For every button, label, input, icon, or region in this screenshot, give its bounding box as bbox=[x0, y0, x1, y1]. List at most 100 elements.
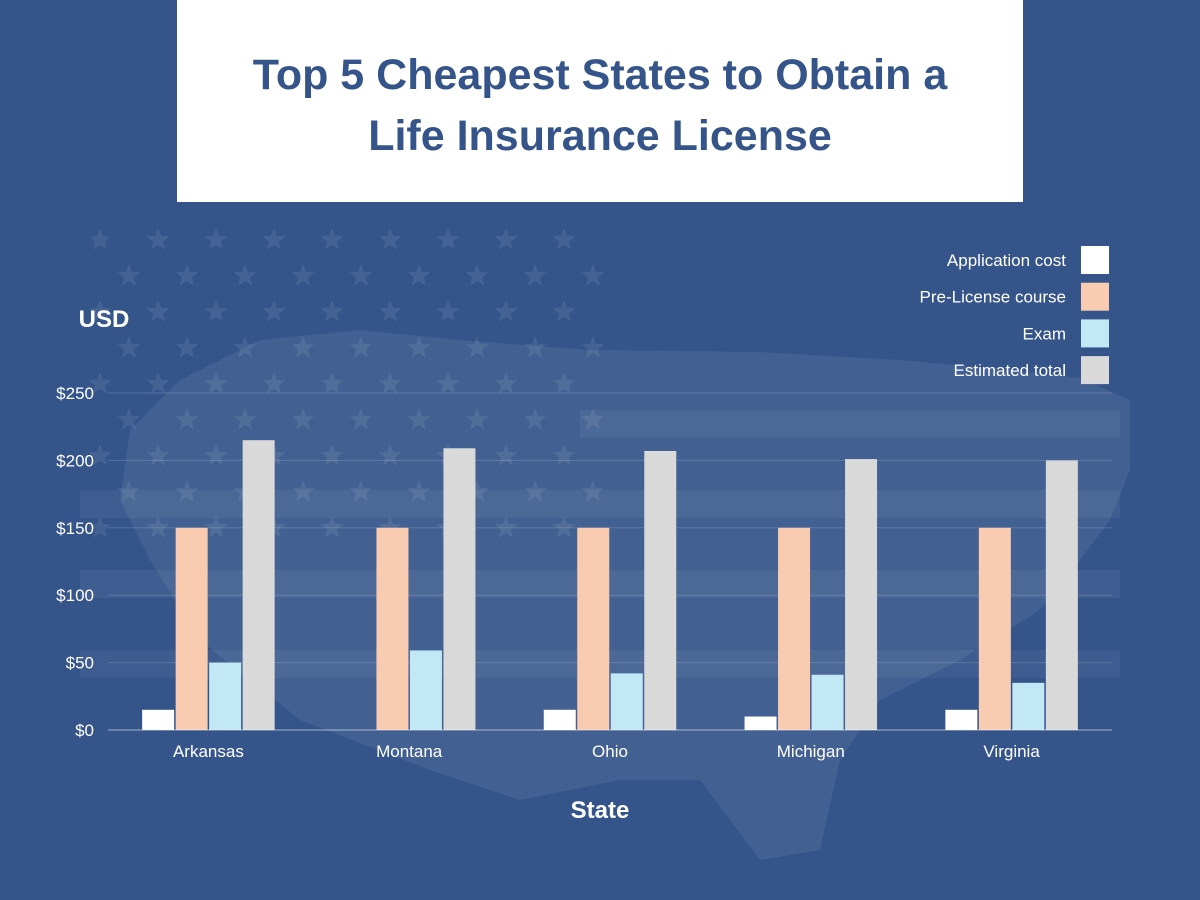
legend-swatch bbox=[1081, 246, 1109, 274]
flag-star-icon bbox=[262, 228, 286, 250]
x-tick-label: Ohio bbox=[592, 742, 628, 761]
bar bbox=[978, 527, 1011, 730]
flag-star-icon bbox=[320, 516, 344, 538]
flag-star-icon bbox=[494, 516, 518, 538]
legend-label: Pre-License course bbox=[920, 288, 1066, 307]
legend-swatch bbox=[1081, 282, 1109, 311]
y-tick-label: $50 bbox=[66, 654, 94, 673]
flag-star-icon bbox=[291, 408, 315, 430]
flag-star-icon bbox=[117, 336, 141, 358]
flag-star-icon bbox=[146, 516, 170, 538]
bar bbox=[778, 527, 811, 730]
flag-star-icon bbox=[204, 300, 228, 322]
flag-star-icon bbox=[581, 336, 605, 358]
legend-item: Exam bbox=[1023, 319, 1109, 348]
flag-star-icon bbox=[320, 300, 344, 322]
bar bbox=[142, 709, 175, 730]
flag-star-icon bbox=[494, 372, 518, 394]
bar bbox=[409, 650, 442, 730]
flag-star-icon bbox=[407, 408, 431, 430]
bar bbox=[543, 709, 576, 730]
flag-star-icon bbox=[378, 516, 402, 538]
flag-star-icon bbox=[494, 444, 518, 466]
flag-star-icon bbox=[291, 264, 315, 286]
bar bbox=[744, 716, 777, 730]
flag-star-icon bbox=[175, 480, 199, 502]
flag-star-icon bbox=[117, 264, 141, 286]
x-tick-label: Virginia bbox=[983, 742, 1040, 761]
flag-star-icon bbox=[320, 372, 344, 394]
gridlines bbox=[108, 392, 1112, 664]
flag-star-icon bbox=[349, 336, 373, 358]
flag-star-icon bbox=[88, 372, 112, 394]
flag-star-icon bbox=[88, 516, 112, 538]
flag-star-icon bbox=[407, 336, 431, 358]
flag-star-icon bbox=[146, 372, 170, 394]
flag-star-icon bbox=[88, 300, 112, 322]
y-tick-label: $0 bbox=[75, 721, 94, 740]
flag-star-icon bbox=[378, 444, 402, 466]
legend: Application cost Pre-License course Exam Es… bbox=[920, 246, 1109, 385]
flag-star-icon bbox=[320, 444, 344, 466]
flag-star-icon bbox=[465, 480, 489, 502]
flag-star-icon bbox=[523, 336, 547, 358]
bar bbox=[610, 673, 643, 730]
bar bbox=[644, 450, 677, 730]
flag-star-icon bbox=[262, 372, 286, 394]
flag-star-icon bbox=[349, 480, 373, 502]
bar bbox=[175, 527, 208, 730]
flag-star-icon bbox=[349, 408, 373, 430]
flag-star-icon bbox=[581, 480, 605, 502]
flag-star-icon bbox=[88, 228, 112, 250]
flag-star-icon bbox=[233, 336, 257, 358]
flag-star-icon bbox=[204, 372, 228, 394]
flag-star-icon bbox=[320, 228, 344, 250]
legend-item: Application cost bbox=[947, 246, 1109, 274]
flag-star-icon bbox=[204, 228, 228, 250]
flag-star-icon bbox=[117, 480, 141, 502]
y-tick-label: $150 bbox=[56, 519, 94, 538]
flag-star-icon bbox=[233, 408, 257, 430]
flag-star-icon bbox=[465, 336, 489, 358]
bar bbox=[577, 527, 610, 730]
flag-star-icon bbox=[523, 408, 547, 430]
legend-swatch bbox=[1081, 319, 1109, 348]
legend-swatch bbox=[1081, 356, 1109, 385]
flag-star-icon bbox=[436, 300, 460, 322]
y-axis-ticks: $0 $50 $100 $150 $200 $250 bbox=[56, 384, 94, 740]
y-tick-label: $100 bbox=[56, 586, 94, 605]
flag-star-icon bbox=[552, 444, 576, 466]
flag-star-icon bbox=[146, 228, 170, 250]
flag-star-icon bbox=[349, 264, 373, 286]
x-axis-title: State bbox=[571, 797, 630, 824]
flag-star-icon bbox=[494, 228, 518, 250]
bar bbox=[945, 709, 978, 730]
legend-item: Pre-License course bbox=[920, 282, 1109, 311]
x-axis-ticks: Arkansas Montana Ohio Michigan Virginia bbox=[173, 742, 1040, 761]
flag-star-icon bbox=[436, 228, 460, 250]
flag-star-icon bbox=[581, 408, 605, 430]
flag-star-icon bbox=[552, 516, 576, 538]
flag-star-icon bbox=[204, 516, 228, 538]
flag-star-icon bbox=[523, 480, 547, 502]
legend-item: Estimated total bbox=[954, 356, 1109, 385]
flag-star-icon bbox=[552, 372, 576, 394]
bar bbox=[443, 448, 476, 730]
bar bbox=[845, 459, 878, 730]
flag-star-icon bbox=[262, 300, 286, 322]
flag-star-icon bbox=[378, 228, 402, 250]
flag-star-icon bbox=[494, 300, 518, 322]
flag-star-icon bbox=[407, 480, 431, 502]
x-tick-label: Montana bbox=[376, 742, 443, 761]
flag-star-icon bbox=[204, 444, 228, 466]
bar bbox=[376, 527, 409, 730]
bar bbox=[811, 674, 844, 730]
chart-title: Top 5 Cheapest States to Obtain a Life I… bbox=[252, 51, 948, 160]
bar bbox=[1012, 682, 1045, 730]
flag-star-icon bbox=[175, 336, 199, 358]
flag-star-icon bbox=[146, 300, 170, 322]
flag-star-icon bbox=[291, 480, 315, 502]
flag-star-icon bbox=[146, 444, 170, 466]
flag-star-icon bbox=[436, 372, 460, 394]
